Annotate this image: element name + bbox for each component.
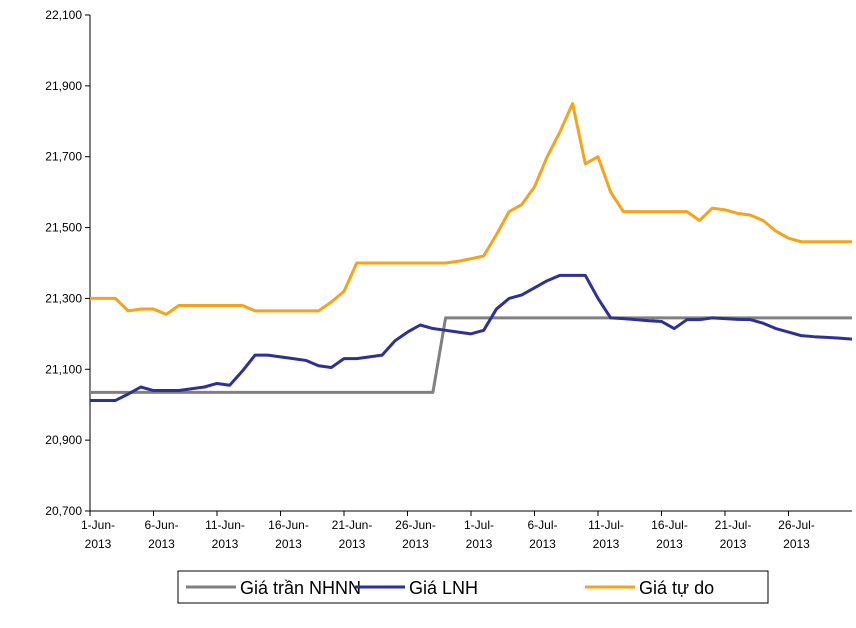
y-tick-label: 20,900 (45, 433, 82, 447)
x-tick-label: 21-Jul- 2013 (715, 518, 752, 551)
y-tick-label: 20,700 (45, 504, 82, 518)
x-tick-label-line: 2013 (339, 537, 366, 551)
x-tick-label-line: 21-Jun- (332, 518, 373, 532)
x-tick-label: 6-Jul- 2013 (527, 518, 557, 551)
x-tick-label-line: 2013 (783, 537, 810, 551)
x-tick-label-line: 2013 (402, 537, 429, 551)
y-tick-label: 22,100 (45, 8, 82, 22)
x-tick-label-line: 26-Jun- (395, 518, 436, 532)
series-line (90, 316, 852, 394)
x-tick-label-line: 16-Jun- (268, 518, 309, 532)
x-tick-label-line: 2013 (593, 537, 620, 551)
x-tick-label-line: 16-Jul- (651, 518, 688, 532)
legend-label: Giá tự do (639, 578, 714, 598)
y-tick-label: 21,700 (45, 150, 82, 164)
x-tick-label: 16-Jun- 2013 (268, 518, 309, 551)
x-tick-label-line: 6-Jul- (527, 518, 557, 532)
x-tick-label-line: 21-Jul- (715, 518, 752, 532)
series-line (90, 273, 853, 402)
x-tick-label-line: 11-Jul- (588, 518, 624, 532)
x-tick-label-line: 6-Jun- (144, 518, 178, 532)
x-tick-label-line: 1-Jun- (81, 518, 115, 532)
x-tick-label-line: 2013 (85, 537, 112, 551)
x-tick-label: 1-Jun- 2013 (81, 518, 115, 551)
x-tick-label-line: 2013 (212, 537, 239, 551)
x-tick-label-line: 2013 (720, 537, 747, 551)
x-tick-label-line: 2013 (148, 537, 175, 551)
x-tick-label-line: 2013 (275, 537, 302, 551)
y-tick-label: 21,100 (45, 362, 82, 376)
x-tick-label: 21-Jun- 2013 (332, 518, 373, 551)
legend-box (177, 570, 769, 604)
legend-label: Giá LNH (409, 578, 478, 598)
x-tick-label: 26-Jun- 2013 (395, 518, 436, 551)
x-tick-label-line: 2013 (529, 537, 556, 551)
y-tick-label: 21,900 (45, 79, 82, 93)
x-tick-label: 11-Jul- 2013 (588, 518, 624, 551)
x-tick-label-line: 1-Jul- (464, 518, 494, 532)
series-line (90, 102, 852, 316)
x-tick-label-line: 11-Jun- (205, 518, 245, 532)
x-tick-label-line: 2013 (466, 537, 493, 551)
x-tick-label: 6-Jun- 2013 (144, 518, 178, 551)
x-tick-label: 16-Jul- 2013 (651, 518, 688, 551)
y-tick-label: 21,500 (45, 221, 82, 235)
legend-label: Giá trần NHNN (240, 578, 361, 598)
x-tick-label: 11-Jun- 2013 (205, 518, 245, 551)
x-tick-label-line: 26-Jul- (778, 518, 815, 532)
x-tick-label: 1-Jul- 2013 (464, 518, 494, 551)
x-tick-label-line: 2013 (656, 537, 683, 551)
y-tick-label: 21,300 (45, 291, 82, 305)
x-tick-label: 26-Jul- 2013 (778, 518, 815, 551)
